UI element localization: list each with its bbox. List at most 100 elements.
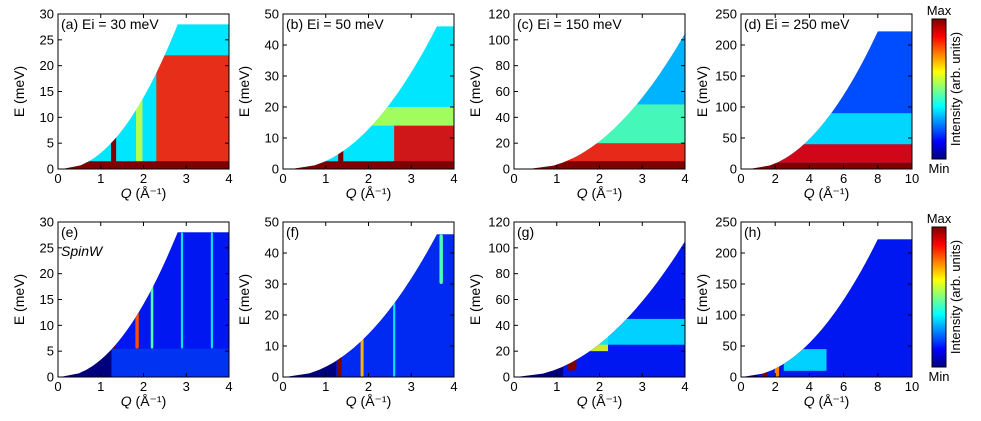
y-tick-label: 5 (47, 136, 54, 151)
y-tick-label: 25 (40, 32, 54, 47)
intensity-band (337, 299, 342, 377)
x-axis-label: Q (Å⁻¹) (121, 185, 167, 201)
y-tick-label: 250 (715, 215, 737, 230)
x-tick-label: 3 (639, 379, 646, 394)
intensity-band (774, 349, 780, 377)
axes-frame (740, 221, 913, 378)
intensity-band (111, 284, 116, 349)
x-tick-label: 0 (54, 379, 61, 394)
y-axis-label: E (meV) (236, 274, 252, 325)
heatmap-content (285, 234, 454, 377)
intensity-region (111, 348, 229, 377)
y-tick-label: 50 (265, 215, 279, 230)
x-tick-label: 0 (510, 379, 517, 394)
x-tick-label: 10 (905, 379, 919, 394)
x-axis-label: Q (Å⁻¹) (346, 185, 392, 201)
heatmap-content (749, 31, 912, 169)
y-tick-label: 20 (265, 308, 279, 323)
panel-label: (e) (61, 224, 78, 240)
intensity-region (599, 318, 685, 345)
y-tick-label: 0 (272, 162, 279, 177)
colorbar-title: Intensity (arb. units) (948, 240, 963, 354)
x-tick-label: 3 (408, 171, 415, 186)
y-tick-label: 40 (265, 38, 279, 53)
y-tick-label: 10 (40, 318, 54, 333)
colorbar-max-label: Max (927, 211, 952, 226)
intensity-region (578, 318, 609, 352)
y-tick-label: 50 (265, 7, 279, 22)
intensity-band (111, 76, 117, 164)
panel-label: (g) (517, 224, 534, 240)
y-tick-label: 50 (723, 131, 737, 146)
y-tick-label: 100 (488, 32, 510, 47)
x-tick-label: 10 (905, 171, 919, 186)
y-tick-label: 0 (47, 162, 54, 177)
x-tick-label: 0 (279, 379, 286, 394)
x-tick-label: 8 (874, 379, 881, 394)
colorbars: Max Min Intensity (arb. units) Max Min Intens… (927, 3, 963, 384)
intensity-region (561, 143, 685, 163)
x-tick-label: 4 (806, 379, 813, 394)
y-axis-label: E (meV) (467, 274, 483, 325)
y-axis-label: E (meV) (694, 66, 710, 117)
y-tick-label: 200 (715, 38, 737, 53)
y-axis-label: E (meV) (11, 274, 27, 325)
x-tick-label: 3 (408, 379, 415, 394)
x-tick-label: 1 (553, 379, 560, 394)
x-tick-label: 8 (874, 171, 881, 186)
intensity-band (439, 234, 443, 284)
x-tick-label: 2 (772, 379, 779, 394)
x-axis-label: Q (Å⁻¹) (804, 185, 850, 201)
x-tick-label: 2 (365, 171, 372, 186)
y-tick-label: 0 (503, 370, 510, 385)
intensity-band (360, 284, 364, 377)
panel-label: (c) Ei = 150 meV (517, 16, 622, 32)
intensity-region (394, 125, 454, 163)
heatmap-content (528, 33, 685, 169)
intensity-band (150, 232, 154, 349)
x-tick-label: 2 (772, 171, 779, 186)
elastic-line (749, 162, 912, 169)
intensity-region (578, 104, 685, 144)
intensity-band (762, 342, 768, 377)
x-tick-label: 3 (183, 171, 190, 186)
intensity-band (761, 131, 768, 163)
y-tick-label: 150 (715, 277, 737, 292)
y-axis-label: E (meV) (694, 274, 710, 325)
y-tick-label: 15 (40, 292, 54, 307)
y-tick-label: 30 (40, 7, 54, 22)
panel-a: 0 1 2 3 4 0 5 10 15 20 25 30 Q (Å⁻¹) E (meV) (a) Ei = … (11, 7, 233, 202)
y-tick-label: 30 (265, 69, 279, 84)
x-tick-label: 2 (596, 379, 603, 394)
elastic-line (62, 161, 230, 169)
x-tick-label: 0 (279, 171, 286, 186)
panel-sublabel: SpinW (61, 243, 104, 259)
y-axis-label: E (meV) (467, 66, 483, 117)
y-tick-label: 0 (730, 162, 737, 177)
x-tick-label: 2 (140, 379, 147, 394)
intensity-band (393, 253, 396, 377)
y-tick-label: 0 (47, 370, 54, 385)
x-axis-label: Q (Å⁻¹) (121, 393, 167, 409)
intensity-band (338, 94, 344, 163)
y-tick-label: 20 (496, 136, 510, 151)
intensity-band (566, 110, 573, 163)
y-tick-label: 30 (40, 215, 54, 230)
x-tick-label: 4 (681, 171, 688, 186)
y-tick-label: 100 (715, 308, 737, 323)
y-tick-label: 10 (40, 110, 54, 125)
heatmap-content (62, 24, 230, 169)
y-tick-label: 80 (496, 266, 510, 281)
x-tick-label: 1 (322, 171, 329, 186)
intensity-band (136, 39, 143, 164)
panel-label: (h) (744, 224, 761, 240)
intensity-band (567, 315, 577, 371)
colorbar-1: Max Min Intensity (arb. units) (927, 3, 963, 176)
y-tick-label: 10 (265, 131, 279, 146)
intensity-region (758, 144, 912, 163)
y-tick-label: 80 (496, 58, 510, 73)
x-tick-label: 4 (225, 171, 232, 186)
y-tick-label: 150 (715, 69, 737, 84)
